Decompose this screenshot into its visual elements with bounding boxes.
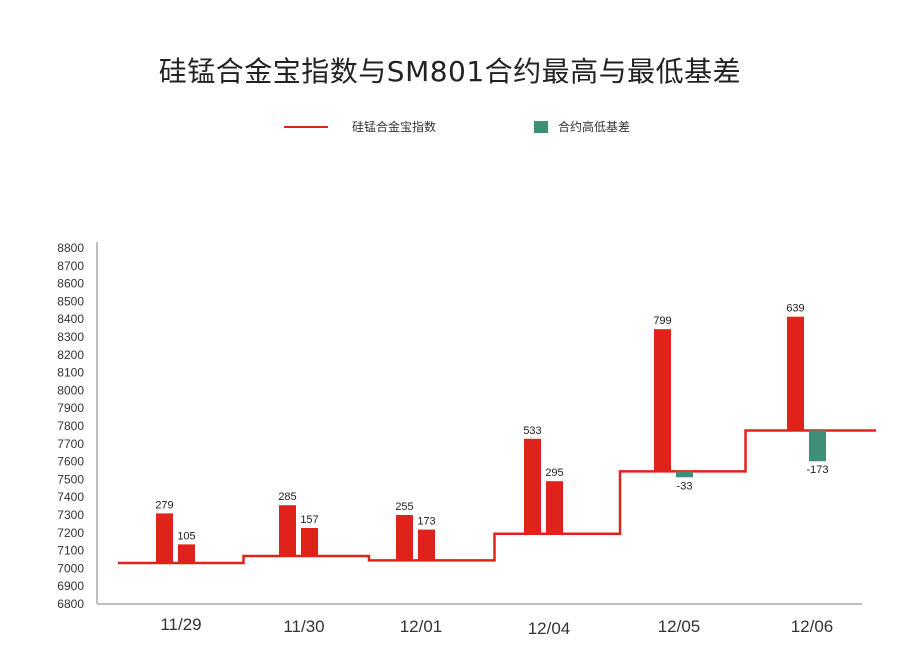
- data-label: -173: [806, 464, 828, 476]
- y-tick-label: 7300: [57, 508, 84, 522]
- y-tick-label: 7100: [57, 544, 84, 558]
- high-basis-bar: [787, 316, 804, 431]
- x-tick-label: 12/04: [528, 619, 571, 638]
- high-basis-bar: [156, 513, 173, 564]
- legend-item-index: 硅锰合金宝指数: [284, 118, 436, 135]
- x-tick-label: 12/05: [658, 617, 701, 636]
- x-tick-label: 11/29: [160, 615, 201, 634]
- high-basis-bar: [279, 505, 296, 556]
- index-step-line: [118, 429, 876, 565]
- data-label: 255: [395, 501, 413, 513]
- legend-box-swatch: [534, 120, 548, 133]
- data-label: 285: [278, 491, 296, 503]
- x-tick-label: 12/06: [791, 617, 834, 636]
- high-basis-bar: [396, 515, 413, 561]
- high-basis-bar: [654, 329, 671, 472]
- data-label: 173: [417, 516, 435, 528]
- y-tick-label: 8700: [57, 259, 84, 273]
- legend-item-basis: 合约高低基差: [534, 118, 630, 135]
- chart-title: 硅锰合金宝指数与SM801合约最高与最低基差: [158, 55, 742, 88]
- y-tick-label: 8200: [57, 348, 84, 362]
- data-label: 533: [523, 425, 541, 437]
- y-tick-label: 7800: [57, 419, 84, 433]
- y-tick-label: 7700: [57, 437, 84, 451]
- low-basis-bar: [809, 430, 826, 462]
- x-tick-label: 12/01: [400, 617, 443, 636]
- y-tick-label: 8600: [57, 277, 84, 291]
- high-basis-bar: [524, 438, 541, 534]
- x-tick-label: 11/30: [283, 617, 324, 636]
- data-label: 105: [177, 530, 195, 542]
- data-label: 639: [786, 303, 804, 315]
- chart-legend: 硅锰合金宝指数 合约高低基差: [0, 118, 900, 138]
- y-tick-label: 7400: [57, 490, 84, 504]
- data-label: 279: [155, 499, 173, 511]
- y-tick-label: 6900: [57, 579, 84, 593]
- data-label: 295: [545, 467, 563, 479]
- y-tick-label: 8800: [57, 241, 84, 255]
- y-tick-label: 8500: [57, 294, 84, 308]
- y-tick-label: 7000: [57, 561, 84, 575]
- low-basis-bar: [546, 481, 563, 534]
- legend-line-swatch: [284, 125, 328, 128]
- low-basis-bar: [676, 471, 693, 478]
- low-basis-bar: [418, 529, 435, 561]
- y-tick-label: 8000: [57, 383, 84, 397]
- data-label: 157: [300, 514, 318, 526]
- low-basis-bar: [301, 527, 318, 556]
- y-tick-label: 8300: [57, 330, 84, 344]
- legend-label-index: 硅锰合金宝指数: [352, 120, 437, 134]
- legend-label-basis: 合约高低基差: [558, 120, 631, 134]
- y-tick-label: 8400: [57, 312, 84, 326]
- y-tick-label: 7200: [57, 526, 84, 540]
- y-tick-label: 7600: [57, 455, 84, 469]
- y-tick-label: 8100: [57, 366, 84, 380]
- data-label: 799: [653, 315, 671, 327]
- y-tick-label: 7500: [57, 472, 84, 486]
- low-basis-bar: [178, 544, 195, 564]
- y-tick-label: 6800: [57, 597, 84, 611]
- y-tick-label: 7900: [57, 401, 84, 415]
- data-label: -33: [677, 480, 693, 492]
